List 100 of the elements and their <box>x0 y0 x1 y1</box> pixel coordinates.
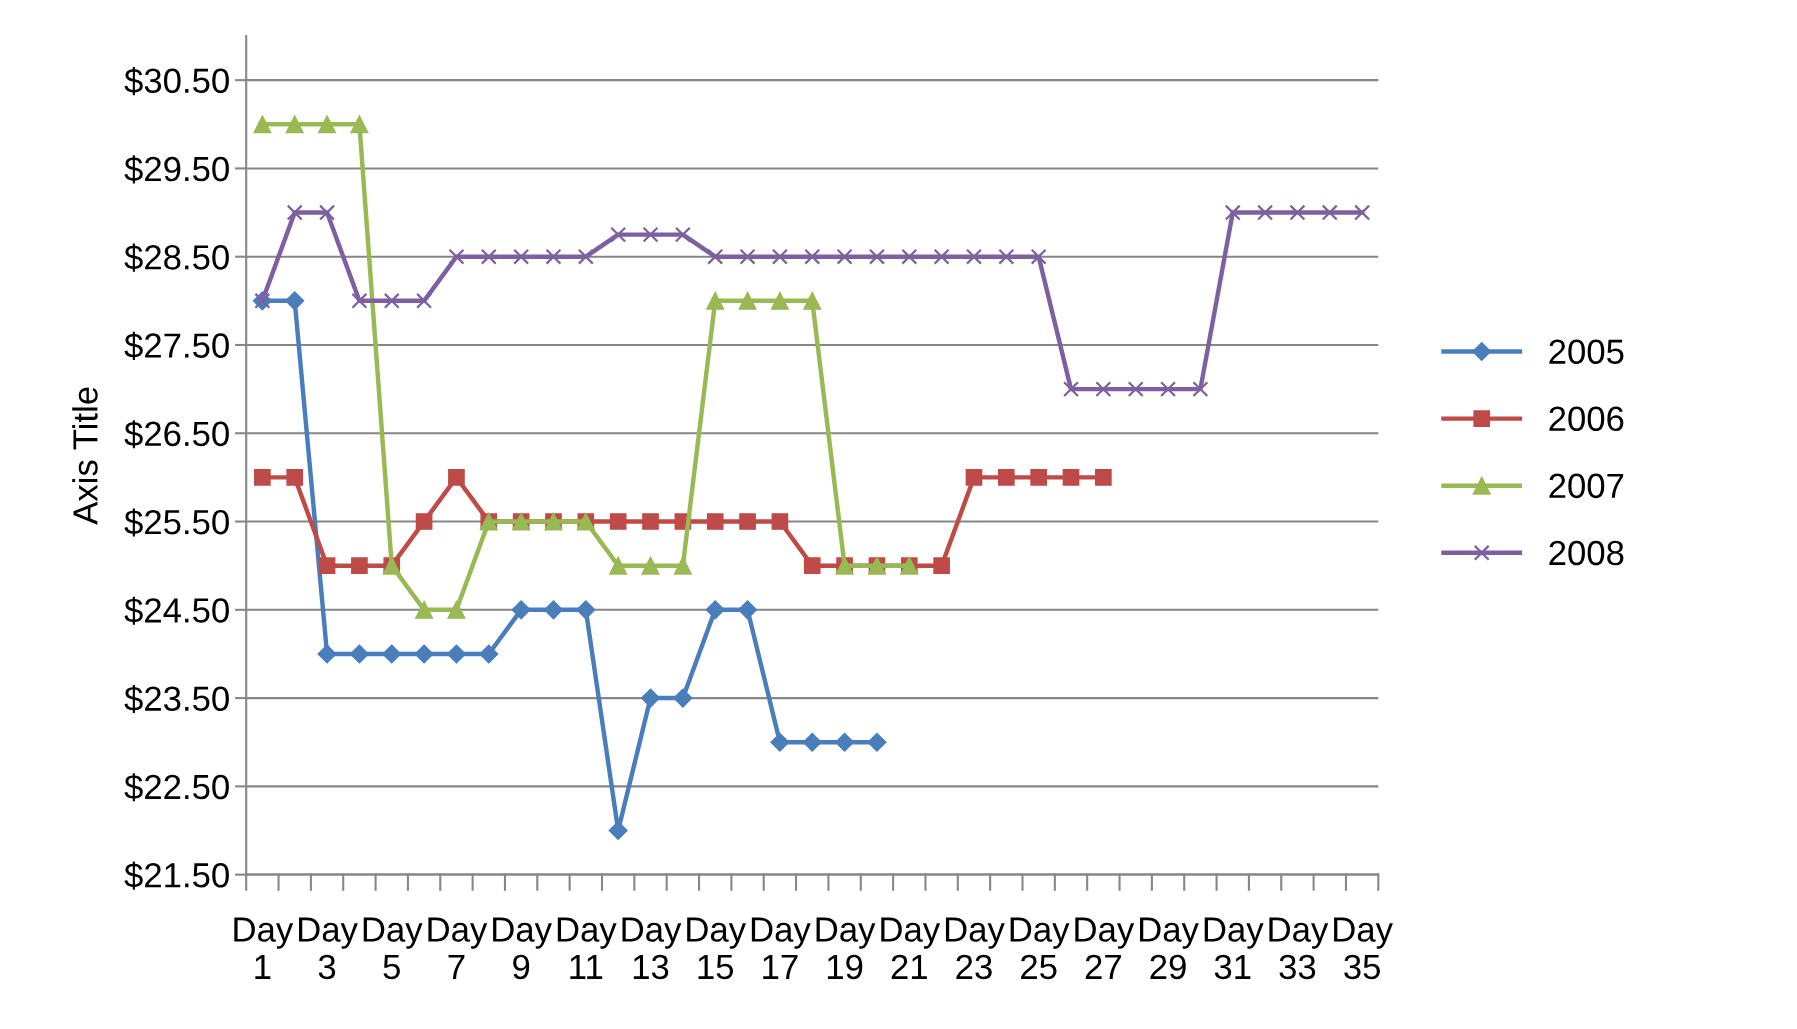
point <box>1062 469 1080 486</box>
point <box>480 248 497 265</box>
x-tick-label: Day 9 <box>493 917 552 980</box>
point <box>640 688 661 708</box>
point <box>543 600 564 620</box>
x-tick-label: Day 33 <box>1269 917 1329 980</box>
y-tick-label: $21.50 <box>124 861 229 890</box>
point <box>770 291 789 310</box>
legend-label: 2005 <box>1549 339 1624 365</box>
point <box>351 292 368 309</box>
legend-label: 2008 <box>1549 540 1624 566</box>
x-tick-label: Day 29 <box>1140 917 1199 980</box>
point <box>1257 204 1274 221</box>
y-tick-label: $24.50 <box>124 596 229 625</box>
x-tick-label: Day 27 <box>1075 917 1135 979</box>
point <box>351 557 368 575</box>
point <box>1095 469 1112 486</box>
point <box>836 248 853 265</box>
x-tick-label: Day 21 <box>881 917 941 979</box>
point <box>1030 248 1047 265</box>
point <box>286 469 304 486</box>
y-tick-label: $26.50 <box>124 420 229 449</box>
point <box>448 248 465 265</box>
point <box>319 204 336 221</box>
point <box>642 513 659 530</box>
point <box>1127 381 1144 398</box>
x-tick-label: Day 19 <box>816 917 876 980</box>
point <box>771 248 788 265</box>
point <box>1160 381 1177 398</box>
point <box>707 248 724 265</box>
point <box>770 732 790 752</box>
point <box>1062 381 1080 398</box>
point <box>933 557 950 575</box>
point <box>415 600 434 619</box>
point <box>415 513 433 530</box>
x-tick-label: Day 11 <box>557 917 617 979</box>
x-tick-label: Day 15 <box>687 917 747 980</box>
x-tick-label: Day 31 <box>1204 917 1264 980</box>
point <box>446 644 466 664</box>
point <box>901 248 918 265</box>
point <box>1289 204 1306 221</box>
y-axis-title: Axis Title <box>72 387 98 525</box>
y-tick-label: $23.50 <box>124 684 229 714</box>
y-tick-label: $28.50 <box>124 243 229 272</box>
y-tick-label: $27.50 <box>124 331 229 360</box>
point <box>448 469 465 486</box>
point <box>318 115 337 134</box>
point <box>610 226 627 243</box>
point <box>835 732 855 752</box>
point <box>641 556 660 575</box>
point <box>739 248 756 265</box>
x-tick-label: Day 7 <box>428 917 488 979</box>
x-tick-label: Day 25 <box>1010 917 1070 980</box>
point <box>414 644 434 664</box>
point <box>479 644 499 664</box>
point <box>771 513 789 530</box>
point <box>416 292 433 309</box>
point <box>1321 204 1338 221</box>
point <box>706 513 724 530</box>
point <box>1224 204 1241 221</box>
point <box>254 469 271 486</box>
point <box>253 115 272 134</box>
point <box>285 115 304 134</box>
point <box>673 688 693 708</box>
point <box>705 600 725 620</box>
point <box>383 292 400 309</box>
point <box>511 600 531 620</box>
point <box>576 600 596 620</box>
point <box>318 557 336 575</box>
point <box>609 513 627 530</box>
x-tick-label: Day 23 <box>945 917 1005 980</box>
point <box>642 226 659 243</box>
point <box>739 513 756 530</box>
point <box>349 644 369 664</box>
point <box>350 115 369 134</box>
point <box>738 600 758 620</box>
point <box>513 248 530 265</box>
x-tick-label: Day 13 <box>622 917 682 980</box>
y-tick-label: $29.50 <box>124 155 229 184</box>
point <box>803 291 822 310</box>
point <box>803 557 821 575</box>
point <box>738 291 757 310</box>
point <box>706 291 725 310</box>
point <box>577 248 594 265</box>
point <box>317 644 337 664</box>
point <box>382 644 402 664</box>
point <box>965 469 983 486</box>
point <box>286 204 303 221</box>
point <box>673 556 692 575</box>
point <box>867 732 887 752</box>
point <box>998 248 1015 265</box>
point <box>997 469 1015 486</box>
y-tick-label: $30.50 <box>124 67 229 96</box>
x-tick-label: Day 35 <box>1334 917 1393 980</box>
point <box>447 600 466 619</box>
point <box>1192 381 1209 398</box>
x-tick-label: Day 17 <box>751 917 811 979</box>
point <box>1354 204 1371 221</box>
point <box>1030 469 1048 486</box>
x-tick-label: Day 5 <box>363 917 423 980</box>
